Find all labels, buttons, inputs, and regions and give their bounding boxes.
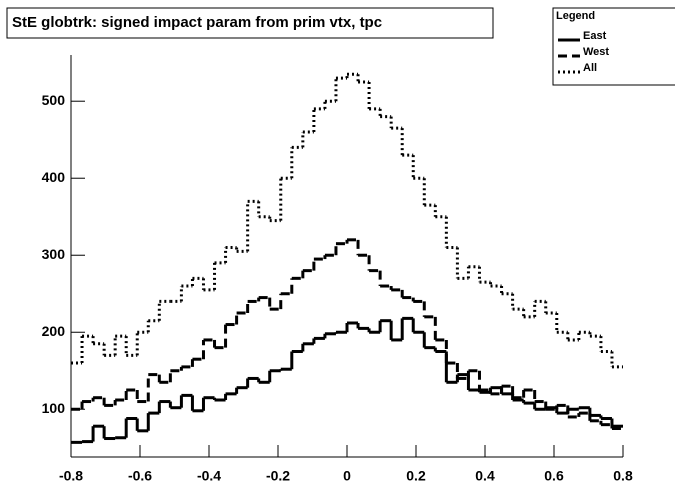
x-tick-label: -0.6 <box>128 468 152 484</box>
y-tick-label: 400 <box>42 169 66 185</box>
x-tick-label: -0.2 <box>266 468 290 484</box>
x-tick-label: 0.4 <box>475 468 495 484</box>
y-tick-label: 200 <box>42 323 66 339</box>
title-box <box>6 7 494 39</box>
chart-title: StE globtrk: signed impact param from pr… <box>12 14 382 31</box>
x-tick-label: 0.8 <box>613 468 633 484</box>
x-tick-label: -0.4 <box>197 468 221 484</box>
x-tick-label: 0.6 <box>544 468 564 484</box>
x-tick-label: 0 <box>343 468 351 484</box>
y-tick-label: 500 <box>42 92 66 108</box>
x-tick-label: 0.2 <box>406 468 426 484</box>
legend-title: Legend <box>556 10 595 22</box>
legend-label: East <box>583 30 607 42</box>
legend-label: West <box>583 46 609 58</box>
x-tick-label: -0.8 <box>59 468 83 484</box>
legend-label: All <box>583 62 597 74</box>
y-tick-label: 100 <box>42 400 66 416</box>
y-tick-label: 300 <box>42 246 66 262</box>
